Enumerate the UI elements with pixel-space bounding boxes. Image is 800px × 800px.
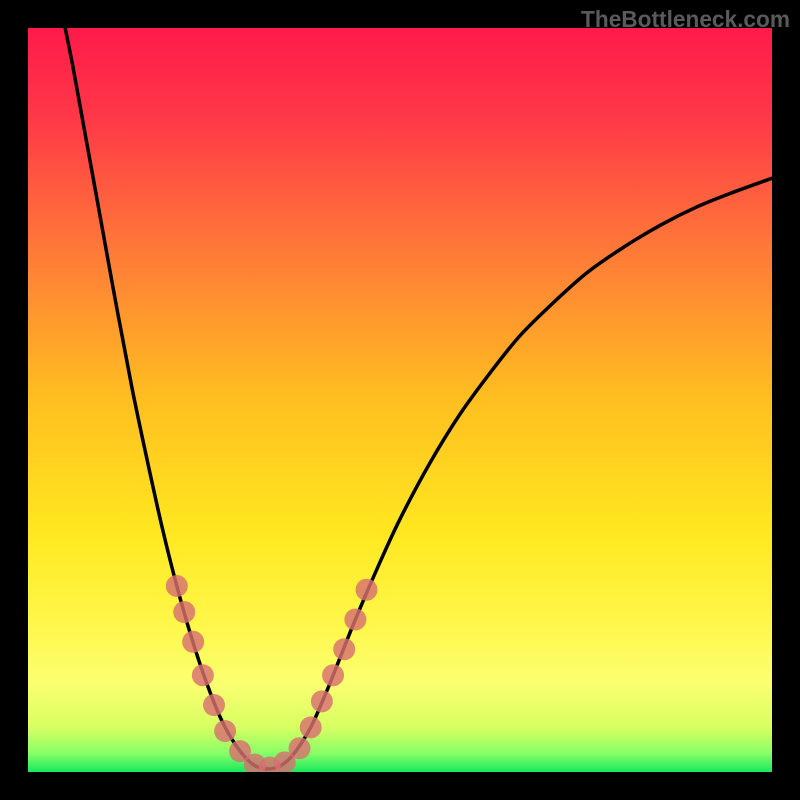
chart-container: TheBottleneck.com xyxy=(0,0,800,800)
data-marker xyxy=(192,664,214,686)
data-marker xyxy=(333,638,355,660)
data-marker xyxy=(344,608,366,630)
data-marker xyxy=(322,664,344,686)
border-left xyxy=(0,0,28,800)
border-bottom xyxy=(0,772,800,800)
data-marker xyxy=(166,575,188,597)
data-marker xyxy=(173,601,195,623)
border-right xyxy=(772,0,800,800)
bottleneck-chart xyxy=(0,0,800,800)
data-marker xyxy=(300,716,322,738)
data-marker xyxy=(203,694,225,716)
plot-background xyxy=(28,28,772,772)
watermark-label: TheBottleneck.com xyxy=(581,6,790,33)
data-marker xyxy=(214,720,236,742)
data-marker xyxy=(311,690,333,712)
data-marker xyxy=(182,631,204,653)
data-marker xyxy=(356,579,378,601)
data-marker xyxy=(289,737,311,759)
